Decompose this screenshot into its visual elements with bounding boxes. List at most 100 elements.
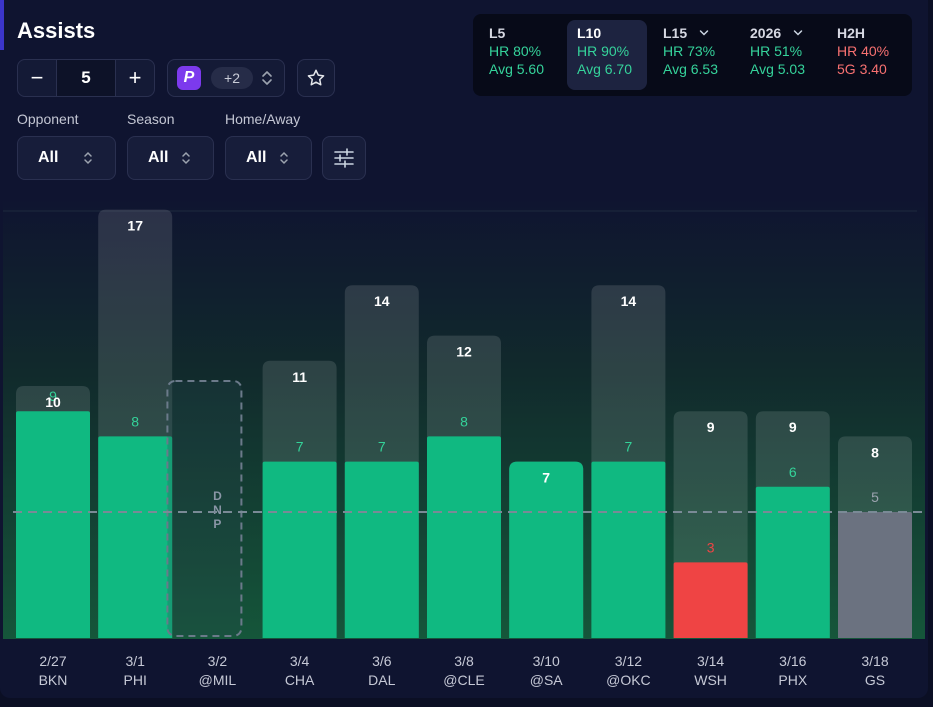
season-select[interactable]: All: [127, 136, 214, 180]
assist-value-label: 7: [625, 439, 633, 455]
assist-bar: [16, 411, 90, 638]
potential-value-label: 9: [707, 419, 715, 435]
x-tick-opponent: BKN: [39, 672, 68, 688]
potential-value-label: 14: [374, 293, 390, 309]
stat-label: 2026: [750, 25, 782, 41]
x-tick-opponent: GS: [865, 672, 885, 688]
potential-value-label: 12: [456, 344, 472, 360]
assist-value-label: 3: [707, 539, 715, 555]
stat-tab-l15[interactable]: L15 HR 73% Avg 6.53: [653, 20, 733, 90]
x-tick-date: 3/14: [697, 653, 724, 669]
dnp-placeholder-bar: [166, 379, 243, 637]
x-tick-opponent: WSH: [694, 672, 727, 688]
chevron-down-icon: [699, 30, 709, 36]
stat-label: H2H: [837, 25, 866, 41]
x-tick-opponent: CHA: [285, 672, 315, 688]
prizepicks-logo-icon: P: [177, 66, 201, 90]
chevron-updown-icon: [84, 151, 92, 165]
potential-value-label: 17: [127, 218, 143, 234]
x-tick-date: 3/16: [779, 653, 806, 669]
increment-button[interactable]: +: [128, 65, 142, 90]
chevron-down-icon: [793, 30, 803, 36]
line-stepper: − 5 +: [17, 59, 155, 97]
potential-value-label: 8: [871, 444, 879, 460]
x-tick-date: 3/18: [861, 653, 888, 669]
opponent-select-value: All: [38, 149, 59, 166]
x-axis-labels: 2/27 BKN 3/1 PHI 3/2 @MIL 3/4 CHA 3/6 DAL 3/8 @CLE 3…: [39, 653, 889, 688]
potential-value-label: 9: [789, 419, 797, 435]
x-tick-opponent: PHI: [124, 672, 147, 688]
x-tick-opponent: @SA: [530, 672, 564, 688]
assist-value-label: 7: [542, 470, 550, 486]
potential-value-label: 14: [621, 293, 637, 309]
assist-bar: [673, 562, 748, 638]
x-tick-date: 3/4: [290, 653, 310, 669]
x-tick-opponent: PHX: [778, 672, 807, 688]
x-tick-date: 2/27: [39, 653, 66, 669]
stat-tab-l5[interactable]: L5 HR 80% Avg 5.60: [479, 20, 559, 90]
stat-average: Avg 5.03: [750, 61, 806, 77]
assist-value-label: 9: [49, 388, 57, 404]
assist-bar: [591, 461, 666, 638]
dnp-label-letter: N: [213, 503, 222, 517]
assist-value-label: 7: [378, 439, 386, 455]
home-away-select[interactable]: All: [225, 136, 312, 180]
x-tick-date: 3/12: [615, 653, 642, 669]
assist-value-label: 5: [871, 489, 879, 505]
stat-tab-h2h[interactable]: H2H HR 40% 5G 3.40: [827, 20, 907, 90]
dnp-label-letter: P: [213, 517, 221, 531]
stat-hit-rate: HR 73%: [663, 43, 716, 59]
stat-hit-rate: HR 51%: [750, 43, 803, 59]
x-tick-opponent: DAL: [368, 672, 395, 688]
assist-bar: [755, 486, 830, 638]
opponent-label: Opponent: [17, 111, 79, 127]
chart-area: 9 10 8 17 D N P 7 11 7 14 8 12 7 7 14 3 9 6 9 5 8: [3, 197, 925, 639]
x-tick-opponent: @MIL: [199, 672, 237, 688]
x-tick-opponent: @OKC: [606, 672, 651, 688]
decrement-button[interactable]: −: [30, 65, 44, 90]
x-tick-opponent: @CLE: [443, 672, 484, 688]
potential-value-label: 11: [292, 369, 307, 385]
stat-average: Avg 6.70: [577, 61, 633, 77]
filter-settings-button[interactable]: [322, 136, 366, 180]
season-select-value: All: [148, 149, 169, 166]
assist-bar: [509, 461, 584, 638]
sliders-icon: [334, 148, 354, 168]
home-away-select-value: All: [246, 149, 267, 166]
potential-value-label: 10: [45, 394, 61, 410]
stat-tab-2026[interactable]: 2026 HR 51% Avg 5.03: [740, 20, 820, 90]
assist-bar: [344, 461, 419, 638]
favorite-button[interactable]: [297, 59, 335, 97]
assist-bar: [262, 461, 337, 638]
x-tick-date: 3/8: [454, 653, 474, 669]
stat-label: L5: [489, 25, 506, 41]
assist-bar: [98, 436, 173, 638]
assist-bar: [427, 436, 501, 638]
assist-value-label: 8: [460, 413, 468, 429]
chevron-updown-icon: [262, 71, 272, 85]
assist-bar: [838, 512, 912, 638]
stat-average: 5G 3.40: [837, 61, 887, 77]
accent-bar: [0, 0, 4, 50]
chevron-updown-icon: [182, 151, 190, 165]
assist-value-label: 8: [131, 413, 139, 429]
stat-hit-rate: HR 80%: [489, 43, 542, 59]
page-title: Assists: [17, 18, 96, 43]
stat-tab-l10[interactable]: L10 HR 90% Avg 6.70: [567, 20, 647, 90]
star-icon: [307, 69, 325, 86]
stat-label: L15: [663, 25, 688, 41]
assist-value-label: 6: [789, 464, 797, 480]
opponent-select[interactable]: All: [17, 136, 116, 180]
sportsbook-selector[interactable]: P +2: [167, 59, 285, 97]
season-label: Season: [127, 111, 175, 127]
stat-hit-rate: HR 40%: [837, 43, 890, 59]
extra-books-badge: +2: [211, 67, 253, 89]
stat-average: Avg 6.53: [663, 61, 719, 77]
x-tick-date: 3/1: [125, 653, 145, 669]
stats-summary: L5 HR 80% Avg 5.60 L10 HR 90% Avg 6.70 L…: [473, 14, 912, 96]
x-tick-date: 3/10: [533, 653, 560, 669]
stat-label: L10: [577, 25, 602, 41]
stat-hit-rate: HR 90%: [577, 43, 630, 59]
line-value[interactable]: 5: [56, 60, 116, 96]
